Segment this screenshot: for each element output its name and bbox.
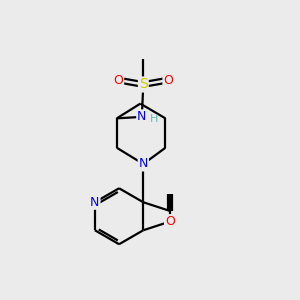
Text: N: N bbox=[90, 196, 100, 209]
Text: O: O bbox=[113, 74, 123, 87]
Text: O: O bbox=[164, 74, 173, 87]
Text: N: N bbox=[137, 110, 146, 123]
Text: O: O bbox=[165, 215, 175, 228]
Text: N: N bbox=[139, 158, 148, 170]
Text: H: H bbox=[150, 114, 158, 124]
Text: S: S bbox=[139, 77, 148, 92]
